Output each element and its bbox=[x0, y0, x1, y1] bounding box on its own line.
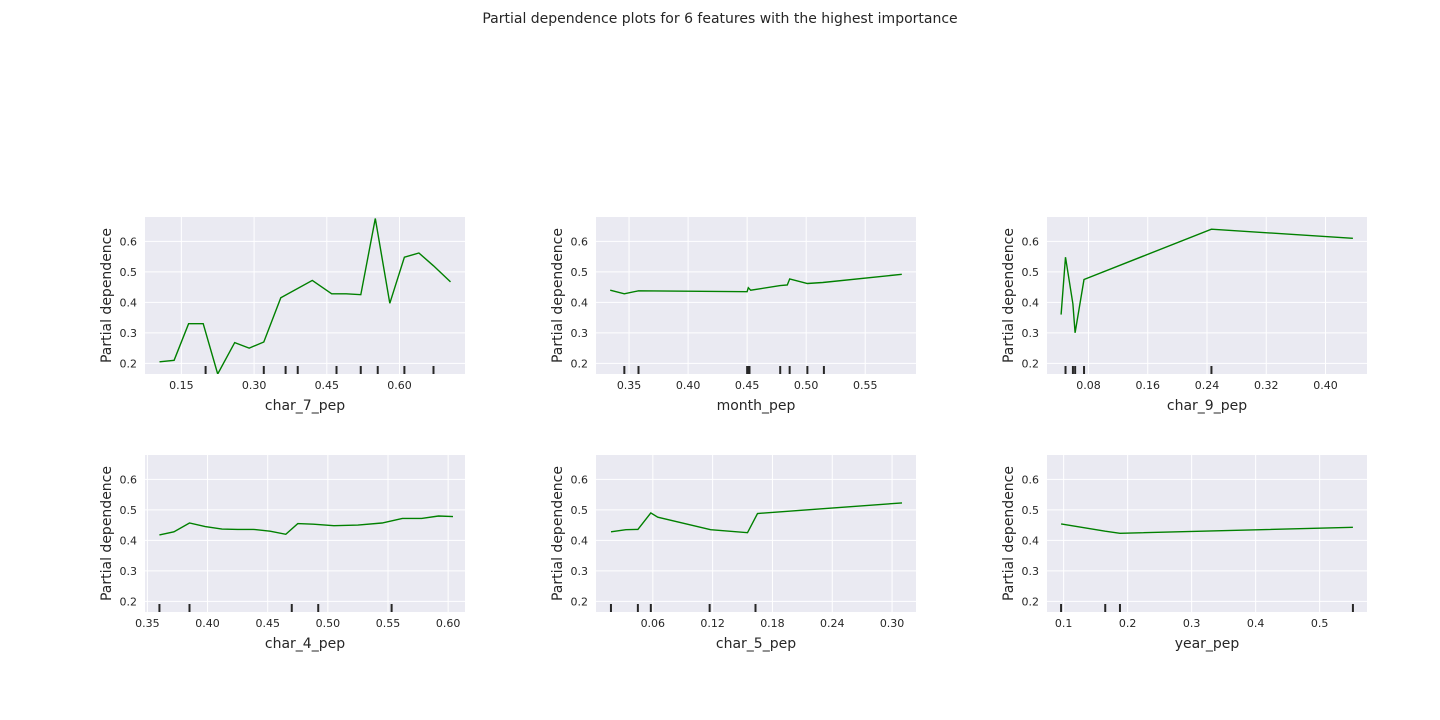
x-tick-label: 0.12 bbox=[700, 617, 725, 630]
y-tick-label: 0.4 bbox=[1022, 534, 1040, 547]
x-tick-label: 0.50 bbox=[316, 617, 341, 630]
pd-panel-1: 0.15 0.30 0.45 0.60 0.2 0.3 0.4 0.5 0.6 char_7_pe… bbox=[99, 217, 465, 414]
x-tick-label: 0.06 bbox=[641, 617, 666, 630]
y-tick-label: 0.5 bbox=[120, 504, 138, 517]
pd-panel-3: 0.08 0.16 0.24 0.32 0.40 0.2 0.3 0.4 0.5 0.6 char_… bbox=[1001, 217, 1367, 414]
x-tick-label: 0.2 bbox=[1119, 617, 1137, 630]
y-tick-label: 0.6 bbox=[571, 235, 589, 248]
y-tick-label: 0.5 bbox=[1022, 504, 1040, 517]
pd-panel-4: 0.35 0.40 0.45 0.50 0.55 0.60 0.2 0.3 0.4 0.5 0.6 c… bbox=[99, 455, 465, 652]
y-tick-label: 0.6 bbox=[1022, 235, 1040, 248]
x-tick-label: 0.40 bbox=[1313, 379, 1338, 392]
pd-line bbox=[159, 218, 451, 374]
y-tick-label: 0.3 bbox=[571, 327, 589, 340]
y-tick-label: 0.3 bbox=[1022, 565, 1040, 578]
x-tick-label: 0.60 bbox=[436, 617, 461, 630]
y-tick-label: 0.3 bbox=[120, 327, 138, 340]
y-tick-label: 0.4 bbox=[571, 296, 589, 309]
y-tick-label: 0.6 bbox=[571, 473, 589, 486]
x-tick-label: 0.50 bbox=[794, 379, 819, 392]
x-tick-label: 0.18 bbox=[760, 617, 785, 630]
x-tick-label: 0.45 bbox=[255, 617, 280, 630]
y-tick-label: 0.2 bbox=[571, 595, 589, 608]
x-tick-label: 0.24 bbox=[1195, 379, 1220, 392]
x-tick-label: 0.1 bbox=[1055, 617, 1073, 630]
x-tick-label: 0.45 bbox=[735, 379, 760, 392]
x-axis-label: month_pep bbox=[717, 398, 796, 414]
pd-panel-5: 0.06 0.12 0.18 0.24 0.30 0.2 0.3 0.4 0.5 0.6 char_… bbox=[550, 455, 916, 652]
x-axis-label: char_5_pep bbox=[716, 636, 796, 652]
plot-area bbox=[1047, 455, 1367, 612]
pd-line bbox=[610, 502, 903, 534]
pd-panel-2: 0.35 0.40 0.45 0.50 0.55 0.2 0.3 0.4 0.5 0.6 month… bbox=[550, 217, 916, 414]
y-tick-label: 0.6 bbox=[120, 473, 138, 486]
x-tick-label: 0.5 bbox=[1311, 617, 1329, 630]
y-tick-label: 0.2 bbox=[120, 357, 138, 370]
plot-area bbox=[596, 455, 916, 612]
x-tick-label: 0.30 bbox=[242, 379, 267, 392]
pd-line bbox=[610, 273, 902, 295]
pd-line bbox=[1060, 228, 1353, 333]
y-tick-label: 0.2 bbox=[120, 595, 138, 608]
y-tick-label: 0.3 bbox=[120, 565, 138, 578]
x-tick-label: 0.35 bbox=[617, 379, 642, 392]
y-tick-label: 0.3 bbox=[1022, 327, 1040, 340]
x-tick-label: 0.55 bbox=[376, 617, 401, 630]
x-axis-label: year_pep bbox=[1175, 636, 1240, 652]
x-tick-label: 0.45 bbox=[315, 379, 340, 392]
pd-line bbox=[1060, 523, 1353, 535]
x-tick-label: 0.32 bbox=[1254, 379, 1279, 392]
x-tick-label: 0.3 bbox=[1183, 617, 1201, 630]
y-tick-label: 0.4 bbox=[120, 296, 138, 309]
y-tick-label: 0.6 bbox=[1022, 473, 1040, 486]
x-tick-label: 0.16 bbox=[1135, 379, 1160, 392]
x-tick-label: 0.24 bbox=[820, 617, 845, 630]
y-tick-label: 0.4 bbox=[120, 534, 138, 547]
pd-line bbox=[159, 515, 454, 536]
y-tick-label: 0.6 bbox=[120, 235, 138, 248]
x-tick-label: 0.08 bbox=[1076, 379, 1101, 392]
plot-area bbox=[145, 455, 465, 612]
y-axis-label: Partial dependence bbox=[1001, 466, 1017, 601]
y-tick-label: 0.5 bbox=[571, 504, 589, 517]
x-axis-label: char_9_pep bbox=[1167, 398, 1247, 414]
plot-area bbox=[596, 217, 916, 374]
y-tick-label: 0.5 bbox=[1022, 266, 1040, 279]
y-tick-label: 0.2 bbox=[1022, 595, 1040, 608]
x-tick-label: 0.60 bbox=[387, 379, 412, 392]
plot-area bbox=[145, 217, 465, 374]
x-tick-label: 0.15 bbox=[169, 379, 194, 392]
x-tick-label: 0.40 bbox=[195, 617, 220, 630]
x-axis-label: char_4_pep bbox=[265, 636, 345, 652]
y-axis-label: Partial dependence bbox=[99, 228, 115, 363]
y-axis-label: Partial dependence bbox=[99, 466, 115, 601]
y-tick-label: 0.4 bbox=[571, 534, 589, 547]
x-tick-label: 0.40 bbox=[676, 379, 701, 392]
y-tick-label: 0.3 bbox=[571, 565, 589, 578]
x-tick-label: 0.35 bbox=[135, 617, 160, 630]
figure-title: Partial dependence plots for 6 features … bbox=[482, 11, 958, 27]
y-tick-label: 0.5 bbox=[571, 266, 589, 279]
x-tick-label: 0.4 bbox=[1247, 617, 1265, 630]
y-tick-label: 0.4 bbox=[1022, 296, 1040, 309]
y-axis-label: Partial dependence bbox=[550, 466, 566, 601]
y-tick-label: 0.2 bbox=[571, 357, 589, 370]
y-axis-label: Partial dependence bbox=[550, 228, 566, 363]
y-tick-label: 0.5 bbox=[120, 266, 138, 279]
y-axis-label: Partial dependence bbox=[1001, 228, 1017, 363]
x-tick-label: 0.55 bbox=[853, 379, 878, 392]
x-axis-label: char_7_pep bbox=[265, 398, 345, 414]
pd-panel-6: 0.1 0.2 0.3 0.4 0.5 0.2 0.3 0.4 0.5 0.6 year_pep Pa… bbox=[1001, 455, 1367, 652]
y-tick-label: 0.2 bbox=[1022, 357, 1040, 370]
x-tick-label: 0.30 bbox=[880, 617, 905, 630]
